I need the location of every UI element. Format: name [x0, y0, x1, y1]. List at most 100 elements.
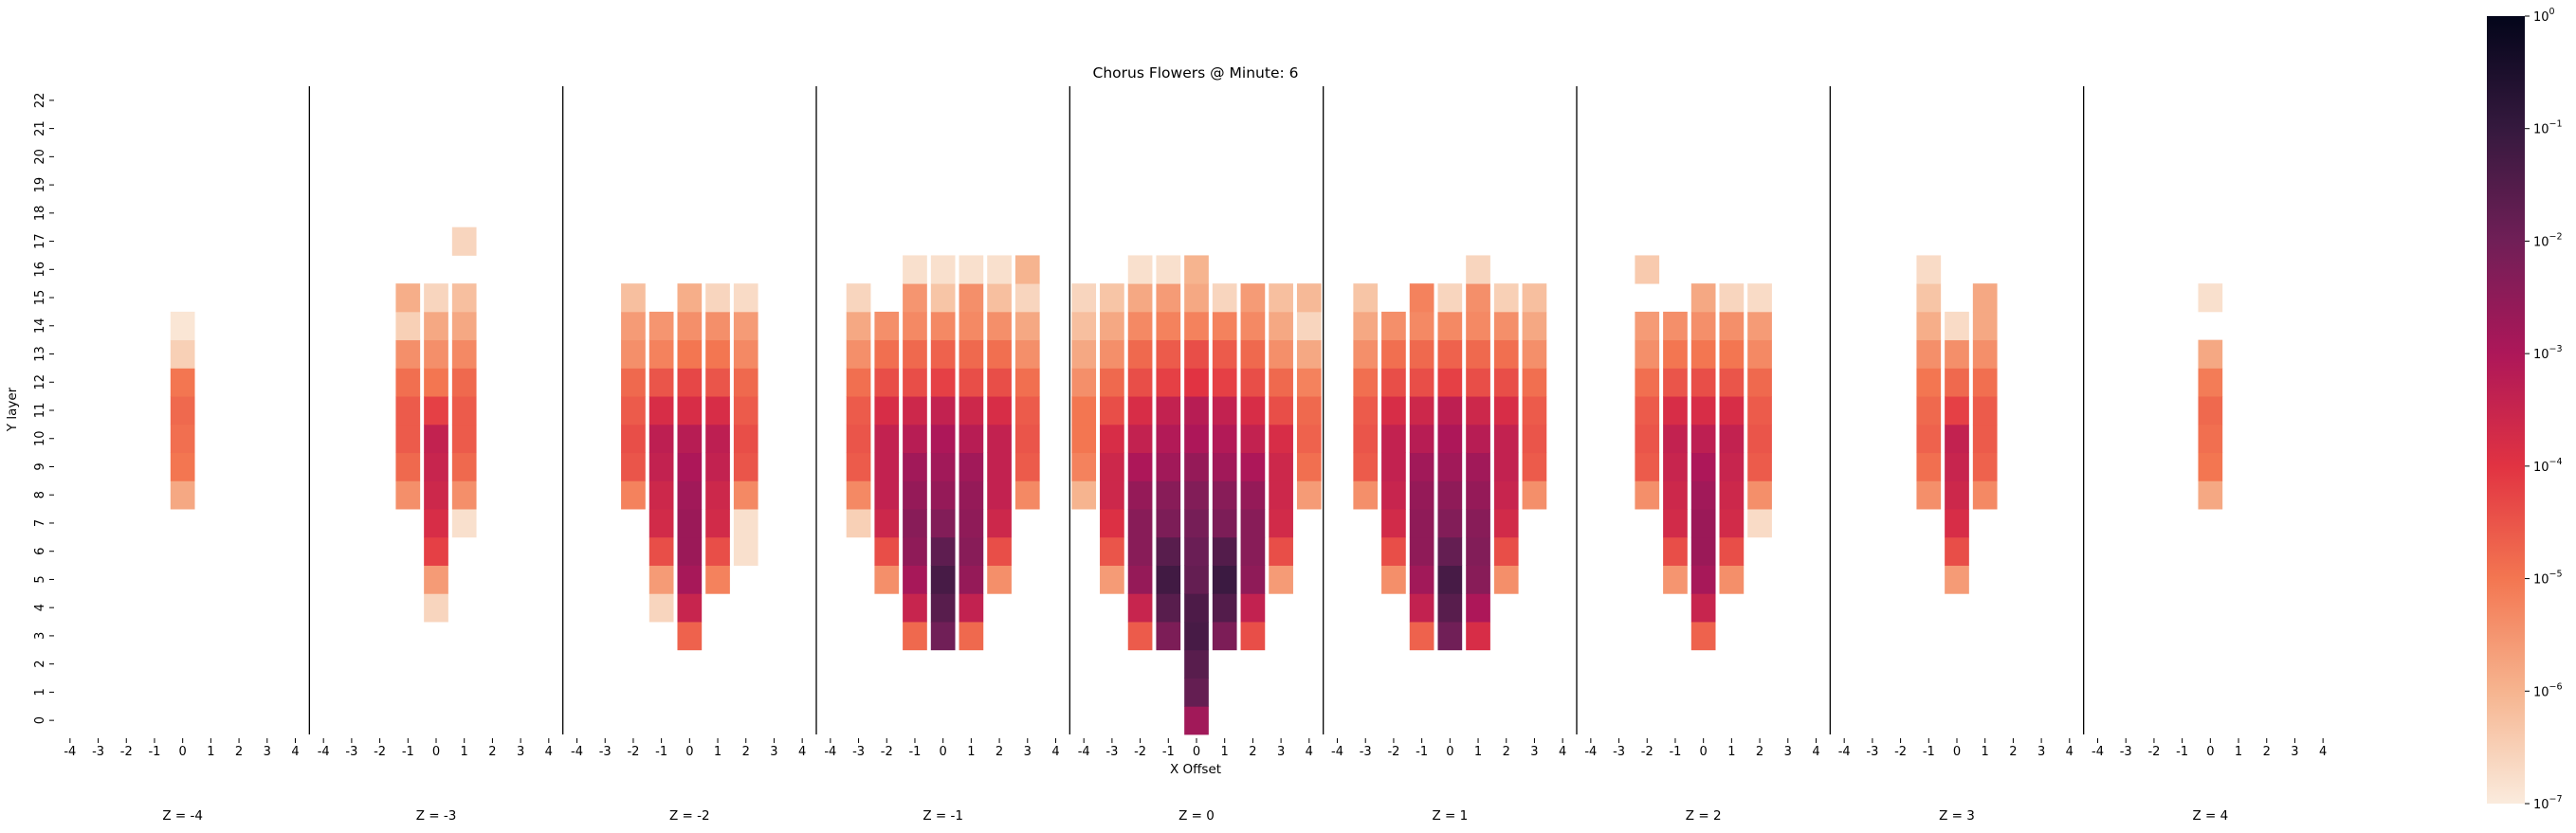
heatmap-cell: [1409, 622, 1434, 651]
heatmap-cell: [1493, 536, 1519, 566]
heatmap-cell: [424, 452, 448, 481]
heatmap-cell: [1156, 424, 1181, 454]
x-tick-label: -3: [852, 745, 865, 759]
heatmap-cell: [1156, 452, 1181, 481]
heatmap-cell: [424, 283, 448, 313]
x-tick-label: -3: [1866, 745, 1878, 759]
heatmap-cell: [424, 480, 448, 510]
heatmap-cell: [1409, 536, 1434, 566]
heatmap-cell: [987, 480, 1012, 510]
heatmap-cell: [1212, 311, 1237, 341]
x-tick-label: 4: [2066, 745, 2074, 759]
heatmap-cell: [1014, 480, 1040, 510]
panel-separators: [308, 86, 2085, 734]
heatmap-cell: [1127, 424, 1153, 454]
heatmap-cell: [1972, 452, 1998, 481]
heatmap-cell: [1127, 480, 1153, 510]
heatmap-cell: [170, 368, 195, 397]
heatmap-cell: [1127, 396, 1153, 426]
colorbar-tick-exponent: −4: [2549, 457, 2563, 467]
heatmap-cell: [1100, 283, 1124, 313]
heatmap-cell: [959, 565, 984, 594]
heatmap-cell: [1212, 283, 1237, 313]
panel-label: Z = -3: [416, 808, 457, 824]
heatmap-cell: [1719, 424, 1745, 454]
heatmap-cell: [987, 368, 1012, 397]
heatmap-cell: [1466, 283, 1490, 313]
heatmap-cell: [903, 536, 927, 566]
heatmap-cell: [2198, 452, 2223, 481]
heatmap-cell: [1100, 424, 1124, 454]
heatmap-cell: [1466, 622, 1490, 651]
x-tick-label: -2: [1387, 745, 1399, 759]
heatmap-cell: [1240, 396, 1266, 426]
heatmap-cell: [1184, 368, 1209, 397]
heatmap-cell: [649, 593, 674, 623]
heatmap-cell: [987, 283, 1012, 313]
x-tick-label: 0: [1700, 745, 1708, 759]
heatmap-cell: [395, 311, 421, 341]
heatmap-cell: [1690, 565, 1716, 594]
x-tick-label: -2: [120, 745, 133, 759]
heatmap-cell: [1663, 565, 1688, 594]
heatmap-cell: [424, 424, 448, 454]
colorbar-tick-base: 10: [2533, 348, 2549, 362]
heatmap-cell: [677, 283, 703, 313]
heatmap-cell: [1690, 452, 1716, 481]
heatmap-cell: [677, 622, 703, 651]
heatmap-cell: [930, 368, 956, 397]
heatmap-cell: [903, 396, 927, 426]
heatmap-cell: [1353, 480, 1379, 510]
heatmap-cell: [1014, 311, 1040, 341]
heatmap-cell: [1719, 311, 1745, 341]
heatmap-cell: [930, 311, 956, 341]
heatmap-cell: [1437, 622, 1463, 651]
heatmap-cell: [1296, 452, 1322, 481]
heatmap-cell: [1156, 565, 1181, 594]
heatmap-cell: [1719, 368, 1745, 397]
heatmap-cell: [1156, 339, 1181, 369]
heatmap-cell: [2198, 339, 2223, 369]
heatmap-cell: [649, 311, 674, 341]
heatmap-cell: [987, 565, 1012, 594]
x-tick-label: 4: [1051, 745, 1059, 759]
heatmap-cell: [1240, 593, 1266, 623]
heatmap-cell: [1409, 452, 1434, 481]
y-tick-label: 14: [33, 318, 47, 335]
heatmap-cell: [1127, 368, 1153, 397]
colorbar-tick-exponent: −5: [2549, 570, 2563, 580]
heatmap-cell: [1100, 396, 1124, 426]
heatmap-cell: [903, 509, 927, 538]
heatmap-cell: [1184, 565, 1209, 594]
heatmap-cell: [1156, 509, 1181, 538]
heatmap-cell: [733, 368, 758, 397]
x-tick-label: 1: [1221, 745, 1229, 759]
heatmap-cell: [1184, 649, 1209, 679]
x-tick-label: -4: [1584, 745, 1597, 759]
heatmap-cell: [1127, 622, 1153, 651]
colorbar-tick-label: 10−7: [2533, 794, 2563, 812]
heatmap-cell: [1945, 368, 1969, 397]
heatmap-cell: [959, 452, 984, 481]
y-tick-label: 19: [33, 177, 47, 193]
heatmap-cell: [1690, 424, 1716, 454]
heatmap-cell: [874, 311, 900, 341]
colorbar-tick-label: 10−6: [2533, 681, 2563, 699]
x-tick-label: -3: [1613, 745, 1625, 759]
heatmap-cell: [1719, 509, 1745, 538]
heatmap-cell: [1100, 368, 1124, 397]
heatmap-cell: [451, 339, 477, 369]
x-tick-label: -2: [2147, 745, 2160, 759]
heatmap-cell: [1466, 255, 1490, 284]
colorbar-tick-base: 10: [2533, 685, 2549, 699]
heatmap-cell: [1071, 424, 1097, 454]
x-tick-label: 2: [996, 745, 1003, 759]
heatmap-cell: [1466, 480, 1490, 510]
heatmap-cell: [1972, 339, 1998, 369]
heatmap-cell: [959, 424, 984, 454]
x-tick-label: 0: [685, 745, 693, 759]
heatmap-cell: [1071, 283, 1097, 313]
heatmap-cell: [1100, 339, 1124, 369]
heatmap-cell: [1972, 283, 1998, 313]
x-tick-label: -1: [2176, 745, 2188, 759]
